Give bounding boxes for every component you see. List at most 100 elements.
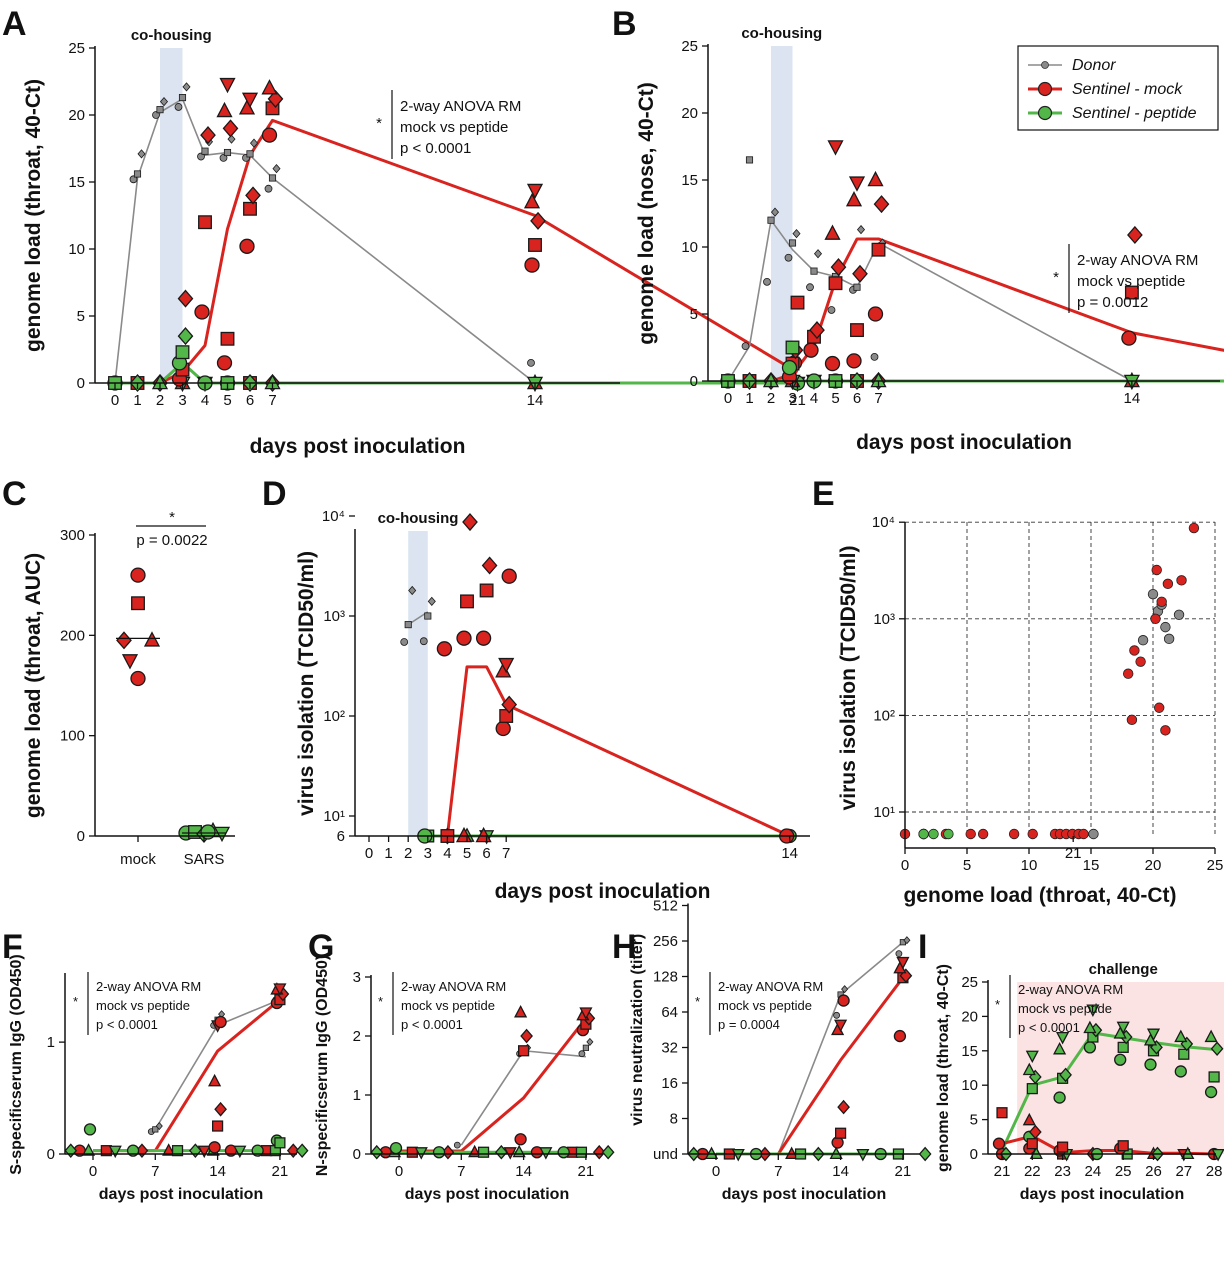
panel-e-point-sentinel-peptide [943, 828, 954, 840]
panel-a-point-sentinel-mock [239, 238, 255, 254]
panel-a-y-tick-label: 0 [77, 375, 85, 392]
panel-c-point-mock [130, 670, 146, 687]
panel-a-point-donor [174, 103, 183, 111]
panel-b-point-donor [741, 342, 750, 351]
panel-e-point-sentinel-mock [1153, 702, 1165, 713]
legend-label-donor: Donor [1072, 57, 1116, 74]
panel-f-x-axis-title: days post inoculation [99, 1186, 263, 1203]
panel-a-point-sentinel-mock [216, 101, 233, 118]
panel-a-y-tick-label: 25 [68, 40, 85, 57]
panel-i-x-axis-title: days post inoculation [1020, 1186, 1184, 1203]
panel-g-x-tick-label: 7 [457, 1163, 465, 1180]
panel-i-x-tick-label: 23 [1054, 1163, 1071, 1180]
panel-e-y-tick-label: 10⁴ [872, 514, 895, 531]
panel-a-shade-label: co-housing [131, 27, 212, 44]
panel-d-shade-label: co-housing [378, 510, 459, 527]
panel-b-point-donor [806, 283, 814, 292]
panel-f-point-sentinel-mock [273, 983, 287, 996]
panel-b-point-donor [788, 239, 797, 247]
panel-g-point-sentinel-mock [520, 1028, 533, 1044]
panel-a-point-sentinel-mock [261, 79, 278, 95]
panel-g-baseline-marker [575, 1146, 588, 1158]
panel-f-point-sentinel-mock [214, 1101, 227, 1117]
panel-a-point-donor [264, 184, 273, 193]
panel-a-point-sentinel-mock [528, 238, 542, 252]
panel-a-point-sentinel-mock [177, 289, 194, 308]
panel-e-point-sentinel-mock [1150, 613, 1161, 625]
panel-d-point-sentinel-mock [495, 720, 511, 737]
panel-g-baseline-marker [592, 1144, 606, 1160]
panel-b-point-sentinel-mock [828, 276, 843, 291]
panel-d-y-tick-label: 10¹ [323, 808, 345, 825]
panel-d-point-sentinel-mock [436, 641, 453, 657]
panel-i-x-tick-label: 26 [1145, 1163, 1162, 1180]
panel-g-baseline-marker [601, 1144, 615, 1160]
panel-g-y-tick-label: 3 [353, 969, 361, 986]
panel-b-x-tick-label: 4 [810, 390, 818, 407]
panel-i-point-sentinel-peptide [1086, 1004, 1100, 1017]
panel-b-line-donor [727, 219, 1224, 382]
panel-b-point-sentinel-mock [848, 176, 866, 192]
panel-h-point-sentinel-mock [837, 994, 850, 1007]
panel-e-point-donor [1160, 621, 1171, 633]
panel-d-point-sentinel-mock [479, 583, 494, 598]
panel-i-point-sentinel-peptide [1116, 1021, 1130, 1035]
panel-g-point-sentinel-mock [579, 1007, 593, 1020]
panel-i-stat-line: mock vs peptide [1018, 1001, 1112, 1016]
panel-h-baseline-marker [856, 1148, 870, 1162]
panel-b-point-donor [870, 352, 879, 361]
panel-i-point-sentinel-mock [992, 1137, 1006, 1150]
panel-h-x-tick-label: 21 [895, 1163, 912, 1180]
panel-i-x-tick-label: 22 [1024, 1163, 1041, 1180]
panel-a-point-donor [223, 148, 232, 157]
panel-b-point-sentinel-mock [867, 170, 884, 187]
panel-letter-a: A [2, 5, 27, 43]
panel-f-point-sentinel-peptide [274, 1137, 286, 1149]
panel-e-x-tick-label: 25 [1207, 857, 1224, 874]
panel-h-x-axis-title: days post inoculation [722, 1186, 886, 1203]
panel-b-x-tick-label: 0 [724, 390, 732, 407]
panel-i-point-sentinel-peptide [1059, 1067, 1072, 1083]
panel-b-point-donor [827, 306, 836, 314]
panel-a-point-donor [133, 170, 142, 178]
panel-b-point-sentinel-mock [852, 264, 868, 283]
panel-h-y-axis-title: virus neutralization (titer) [629, 934, 646, 1126]
panel-g-point-sentinel-mock [514, 1004, 528, 1018]
panel-b-point-sentinel-mock [824, 224, 841, 240]
panel-c-x-tick-label: mock [120, 851, 156, 868]
panel-f-x-tick-label: 14 [209, 1163, 226, 1180]
panel-e-x-axis-title: genome load (throat, 40-Ct) [903, 884, 1176, 907]
panel-d-y-tick-label: 10² [323, 708, 345, 725]
panel-a-x-tick-label: 7 [268, 392, 276, 409]
panel-d-x-axis-title: days post inoculation [495, 880, 711, 903]
panel-a-point-sentinel-mock [261, 127, 278, 143]
panel-a-point-donor [246, 150, 254, 158]
panel-i-x-tick-label: 27 [1175, 1163, 1192, 1180]
panel-e-point-sentinel-mock [965, 828, 976, 840]
panel-b-stat-line: mock vs peptide [1077, 273, 1185, 290]
panel-e-point-sentinel-mock [1122, 668, 1134, 679]
panel-f-stat-line: p < 0.0001 [96, 1017, 158, 1032]
panel-letter-b: B [612, 5, 637, 43]
panel-h-baseline-marker [829, 1146, 843, 1160]
panel-a-stat-line: mock vs peptide [400, 119, 508, 136]
panel-a-stat-star: * [376, 115, 382, 132]
panel-e-point-sentinel-mock [1008, 828, 1020, 840]
panel-i-baseline-marker [1181, 1146, 1195, 1160]
panel-f-point-sentinel-mock [214, 1015, 227, 1029]
panel-b-stat-line: 2-way ANOVA RM [1077, 252, 1198, 269]
panel-e-point-sentinel-mock [1078, 828, 1089, 840]
panel-b-y-tick-label: 5 [690, 306, 698, 323]
panel-b-point-donor [763, 277, 771, 286]
panel-a-point-donor [272, 163, 281, 174]
panel-h-point-sentinel-mock [896, 956, 910, 970]
panel-e-point-donor [1173, 609, 1185, 621]
panel-a-y-axis-title: genome load (throat, 40-Ct) [22, 79, 45, 352]
panel-i-y-axis-title: genome load (throat, 40-Ct) [935, 964, 952, 1172]
panel-h-y-tick-label: 128 [653, 969, 678, 986]
panel-e-point-sentinel-mock [1129, 645, 1140, 656]
panel-a-stat-line: 2-way ANOVA RM [400, 98, 521, 115]
panel-a-point-sentinel-mock [238, 99, 256, 115]
panel-f-x-tick-label: 7 [151, 1163, 159, 1180]
panel-e-point-sentinel-mock [1162, 578, 1174, 590]
